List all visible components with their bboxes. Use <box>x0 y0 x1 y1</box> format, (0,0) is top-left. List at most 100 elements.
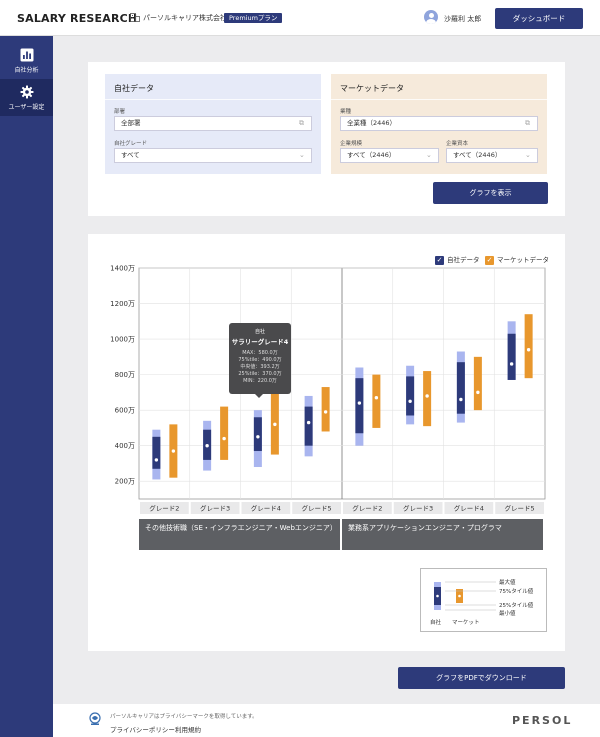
checkbox-icon: ✓ <box>485 255 494 265</box>
header-bar: SALARY RESEARCH パーソルキャリア株式会社 Premiumプラン … <box>0 0 600 36</box>
y-tick-label: 800万 <box>115 371 135 379</box>
grade-label-bg <box>190 502 240 514</box>
privacy-mark-icon <box>89 712 101 725</box>
tooltip-min: MIN：220.0万 <box>243 378 277 384</box>
own-iqr-bar <box>152 436 161 469</box>
market-median-point <box>476 390 480 395</box>
own-iqr-bar <box>253 417 262 452</box>
market-data-title: マーケットデータ <box>340 84 404 93</box>
capital-select[interactable]: すべて（2446） ⌄ <box>446 148 538 163</box>
legend-market[interactable]: ✓ マーケットデータ <box>485 254 549 265</box>
terms-link[interactable]: 利用規約 <box>175 726 201 734</box>
legend-max-label: 最大値 <box>499 580 516 586</box>
own-iqr-bar <box>304 406 313 446</box>
footer: パーソルキャリアはプライバシーマークを取得しています。 プライバシーポリシー 利… <box>53 704 600 737</box>
sidebar-item-label: 自社分析 <box>14 67 39 74</box>
y-tick-label: 200万 <box>115 478 135 486</box>
market-median-point <box>273 422 277 427</box>
industry-label: 業種 <box>340 109 352 115</box>
legend-p25-label: 25%タイル値 <box>499 603 534 609</box>
legend-own-caption: 自社 <box>430 620 442 626</box>
grade-select[interactable]: すべて ⌄ <box>114 148 312 163</box>
app-title[interactable]: SALARY RESEARCH <box>17 12 138 25</box>
market-range-bar <box>220 406 229 460</box>
y-tick-label: 1000万 <box>110 336 135 344</box>
own-data-title: 自社データ <box>114 84 154 93</box>
y-tick-label: 400万 <box>115 442 135 450</box>
download-pdf-button[interactable]: グラフをPDFでダウンロード <box>398 667 565 689</box>
capital-label: 企業資本 <box>446 141 469 147</box>
persol-logo: PERSOL <box>512 714 573 727</box>
dashboard-button[interactable]: ダッシュボード <box>495 8 583 29</box>
legend-p75-label: 75%タイル値 <box>499 589 534 595</box>
tooltip: 自社 サラリーグレード4 MAX：580.0万 75%tile：490.0万 中… <box>229 323 291 398</box>
department-value: 全部署 <box>121 119 141 127</box>
divider <box>105 99 321 100</box>
own-median-point <box>205 443 209 448</box>
category-label-0: その他技術職（SE・インフラエンジニア・Webエンジニア） <box>139 519 340 550</box>
grade-label-bg <box>495 502 544 514</box>
legend-own[interactable]: ✓ 自社データ <box>435 254 480 265</box>
chevron-down-icon: ⌄ <box>525 151 531 159</box>
tooltip-p75: 75%tile：490.0万 <box>238 357 282 363</box>
market-range-bar <box>321 387 330 432</box>
tooltip-max: MAX：580.0万 <box>242 350 278 356</box>
y-tick-label: 600万 <box>115 407 135 415</box>
external-link-icon: ⧉ <box>525 119 530 127</box>
grade-label-bg <box>444 502 494 514</box>
grade-label-bg <box>343 502 392 514</box>
own-iqr-bar <box>355 378 364 434</box>
sidebar-item-label: ユーザー設定 <box>8 104 45 111</box>
legend-explanation-box: 最大値 75%タイル値 25%タイル値 最小値 自社 マーケット <box>420 568 547 632</box>
legend-market-caption: マーケット <box>452 620 480 626</box>
privacy-policy-link[interactable]: プライバシーポリシー <box>110 726 175 734</box>
legend-own-label: 自社データ <box>447 256 480 264</box>
tooltip-p25: 25%tile：370.0万 <box>238 371 282 377</box>
legend-min-label: 最小値 <box>499 611 516 617</box>
grade-label-bg <box>140 502 189 514</box>
own-data-filter-box: 自社データ 部署 全部署 ⧉ 自社グレード すべて ⌄ <box>105 74 321 174</box>
building-icon <box>130 13 140 22</box>
legend-market-label: マーケットデータ <box>497 256 549 264</box>
chevron-down-icon: ⌄ <box>426 151 432 159</box>
gear-icon <box>20 85 33 99</box>
chevron-down-icon: ⌄ <box>299 151 305 159</box>
market-data-filter-box: マーケットデータ 業種 全業種（2446） ⧉ 企業規模 すべて（2446） ⌄… <box>331 74 547 174</box>
department-label: 部署 <box>114 109 126 115</box>
x-tick-label: グレード3 <box>403 504 433 513</box>
market-median-point <box>222 436 226 441</box>
x-tick-label: グレード3 <box>200 504 230 513</box>
own-median-point <box>408 399 412 403</box>
company-size-select[interactable]: すべて（2446） ⌄ <box>340 148 439 163</box>
user-avatar-icon[interactable] <box>424 10 438 24</box>
x-tick-label: グレード2 <box>149 504 179 513</box>
market-range-bar <box>473 356 482 411</box>
own-median-point <box>306 420 311 425</box>
external-link-icon: ⧉ <box>299 119 304 127</box>
grade-value: すべて <box>121 151 140 159</box>
industry-field[interactable]: 全業種（2446） ⧉ <box>340 116 538 131</box>
own-median-point <box>509 362 514 366</box>
market-range-bar <box>270 390 279 455</box>
bar-chart-icon <box>20 48 33 62</box>
own-median-point <box>256 435 260 439</box>
sidebar-item-own-analysis[interactable]: 自社分析 <box>0 42 53 79</box>
grade-label-bg <box>393 502 443 514</box>
own-iqr-bar <box>507 333 516 380</box>
own-median-point <box>459 397 463 402</box>
own-iqr-bar <box>456 362 465 414</box>
market-median-point <box>171 449 176 453</box>
sidebar: 自社分析 ユーザー設定 <box>0 36 53 737</box>
own-median-point <box>357 401 362 405</box>
y-tick-label: 1200万 <box>110 300 135 308</box>
market-median-point <box>374 396 379 400</box>
own-median-point <box>154 458 159 462</box>
sidebar-item-user-settings[interactable]: ユーザー設定 <box>0 79 53 116</box>
show-graph-button[interactable]: グラフを表示 <box>433 182 548 204</box>
user-name[interactable]: 沙羅利 太郎 <box>444 15 482 23</box>
company-name: パーソルキャリア株式会社 <box>143 14 227 22</box>
privacy-note: パーソルキャリアはプライバシーマークを取得しています。 <box>110 714 258 720</box>
divider <box>331 99 547 100</box>
department-field[interactable]: 全部署 ⧉ <box>114 116 312 131</box>
